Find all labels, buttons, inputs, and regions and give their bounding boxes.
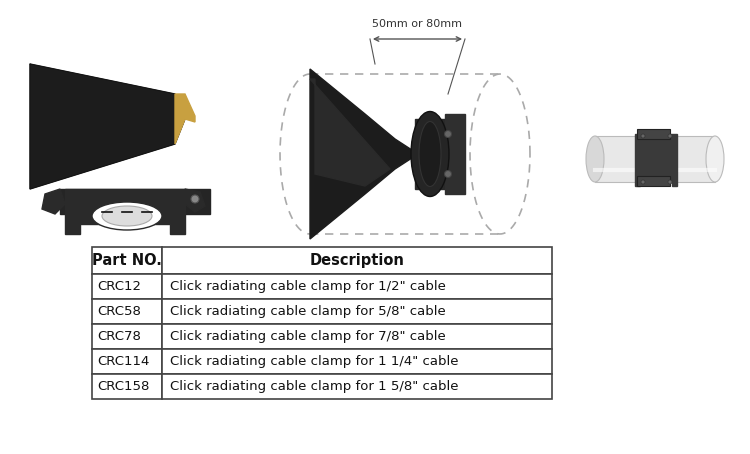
- Text: Part NO.: Part NO.: [92, 253, 162, 268]
- Bar: [637, 176, 670, 186]
- Bar: [92, 374, 162, 399]
- Bar: [162, 299, 552, 324]
- Bar: [92, 349, 162, 374]
- Ellipse shape: [411, 112, 449, 197]
- Ellipse shape: [641, 134, 645, 138]
- Bar: [637, 129, 670, 139]
- Ellipse shape: [668, 134, 672, 138]
- Polygon shape: [60, 189, 210, 214]
- Bar: [92, 299, 162, 324]
- Polygon shape: [635, 134, 677, 186]
- Text: CRC114: CRC114: [97, 355, 149, 368]
- Ellipse shape: [419, 122, 441, 187]
- Text: Click radiating cable clamp for 1 5/8" cable: Click radiating cable clamp for 1 5/8" c…: [170, 380, 458, 393]
- Text: CRC78: CRC78: [97, 330, 141, 343]
- Polygon shape: [30, 64, 185, 189]
- Text: CRC58: CRC58: [97, 305, 141, 318]
- Bar: [162, 274, 552, 299]
- Polygon shape: [310, 79, 390, 186]
- Text: Description: Description: [310, 253, 404, 268]
- Polygon shape: [65, 189, 185, 234]
- Bar: [162, 374, 552, 399]
- Ellipse shape: [92, 202, 162, 230]
- Bar: [92, 324, 162, 349]
- Ellipse shape: [641, 180, 645, 184]
- Polygon shape: [185, 189, 205, 212]
- Polygon shape: [445, 114, 465, 194]
- Ellipse shape: [191, 195, 199, 203]
- Bar: [162, 247, 552, 274]
- Text: Click radiating cable clamp for 5/8" cable: Click radiating cable clamp for 5/8" cab…: [170, 305, 446, 318]
- Bar: [92, 274, 162, 299]
- Bar: [595, 136, 715, 182]
- Ellipse shape: [445, 130, 452, 138]
- Polygon shape: [415, 119, 450, 189]
- Polygon shape: [175, 94, 195, 144]
- Text: 50mm or 80mm: 50mm or 80mm: [373, 19, 463, 29]
- Bar: [162, 324, 552, 349]
- Text: CRC158: CRC158: [97, 380, 149, 393]
- Bar: [162, 349, 552, 374]
- Ellipse shape: [586, 136, 604, 182]
- Ellipse shape: [706, 136, 724, 182]
- Polygon shape: [42, 189, 65, 214]
- Ellipse shape: [445, 171, 452, 178]
- Text: Click radiating cable clamp for 1 1/4" cable: Click radiating cable clamp for 1 1/4" c…: [170, 355, 458, 368]
- Text: CRC12: CRC12: [97, 280, 141, 293]
- Ellipse shape: [102, 206, 152, 226]
- Text: Click radiating cable clamp for 1/2" cable: Click radiating cable clamp for 1/2" cab…: [170, 280, 446, 293]
- Ellipse shape: [668, 180, 672, 184]
- Text: Click radiating cable clamp for 7/8" cable: Click radiating cable clamp for 7/8" cab…: [170, 330, 446, 343]
- Bar: [92, 247, 162, 274]
- Polygon shape: [310, 69, 415, 239]
